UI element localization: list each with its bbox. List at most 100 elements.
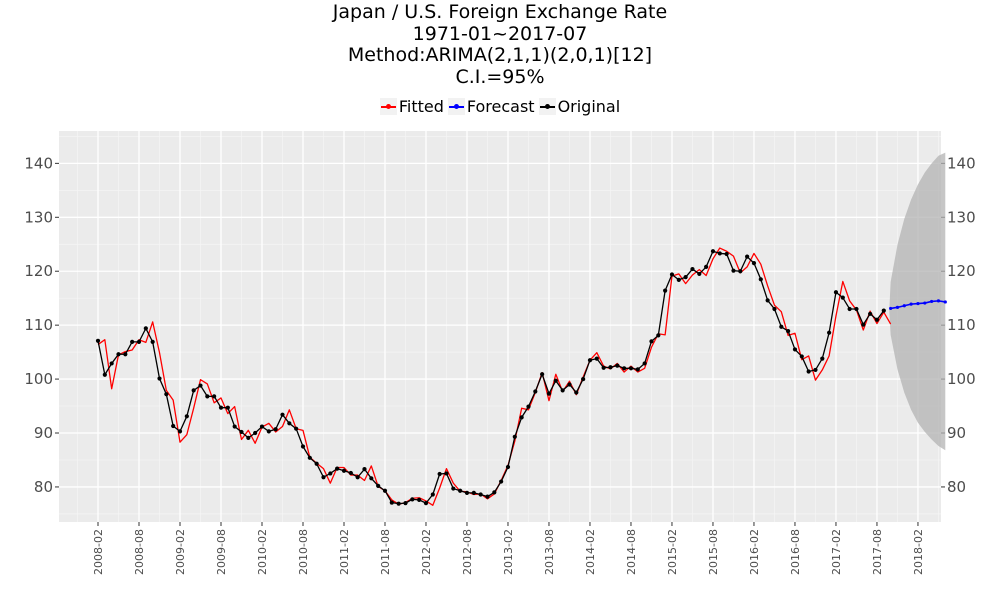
x-tick-label: 2014-08 — [625, 529, 638, 575]
original-point — [806, 369, 811, 374]
original-point — [628, 366, 634, 371]
original-point — [95, 338, 101, 343]
forecast-point — [889, 306, 893, 311]
legend-label-forecast: Forecast — [466, 97, 535, 116]
original-point — [143, 326, 148, 331]
original-point — [642, 361, 647, 366]
original-point — [683, 275, 688, 280]
forecast-point — [909, 302, 913, 306]
original-point — [868, 311, 873, 316]
original-point — [294, 426, 299, 431]
original-point — [663, 288, 668, 293]
original-point — [601, 365, 606, 370]
original-point — [369, 476, 374, 481]
original-point — [546, 391, 552, 396]
original-point — [355, 475, 360, 480]
original-point — [328, 471, 333, 476]
title-line-main: Japan / U.S. Foreign Exchange Rate — [332, 1, 668, 23]
original-point — [499, 479, 504, 484]
y-tick-label-left: 110 — [24, 316, 53, 334]
x-tick-label: 2016-08 — [789, 529, 802, 575]
original-point — [827, 330, 832, 335]
x-tick-label: 2015-08 — [707, 529, 720, 575]
original-point — [348, 470, 353, 476]
original-point — [444, 471, 449, 476]
original-point — [608, 365, 613, 370]
original-point — [239, 429, 244, 435]
original-point — [253, 430, 258, 436]
legend-item-original: Original — [538, 97, 620, 116]
original-point — [171, 423, 176, 429]
original-point — [184, 414, 189, 419]
x-tick-label: 2012-08 — [461, 529, 474, 575]
original-point — [758, 277, 763, 282]
original-point — [212, 394, 217, 399]
original-point — [690, 266, 695, 272]
original-point — [519, 415, 524, 420]
original-point — [874, 317, 880, 322]
original-point — [717, 251, 722, 256]
original-point — [471, 490, 476, 495]
original-point — [464, 490, 470, 495]
original-point — [710, 249, 716, 254]
original-point — [307, 455, 312, 460]
y-tick-label-right: 110 — [947, 316, 976, 334]
original-point — [458, 488, 463, 493]
y-tick-label-left: 100 — [24, 370, 53, 388]
original-point — [376, 483, 381, 488]
original-point — [150, 339, 155, 344]
y-tick-label-right: 120 — [947, 262, 976, 280]
original-point — [136, 339, 142, 344]
original-point — [615, 363, 620, 368]
x-tick-label: 2017-02 — [830, 529, 843, 575]
x-tick-label: 2015-02 — [666, 529, 679, 575]
original-point — [335, 466, 340, 471]
original-point — [382, 488, 388, 493]
original-point — [280, 412, 285, 417]
original-point — [225, 405, 230, 410]
original-point — [533, 389, 538, 394]
title-line-period: 1971-01~2017-07 — [412, 22, 588, 45]
x-tick-label: 2012-02 — [420, 529, 433, 575]
x-tick-label: 2011-02 — [338, 529, 351, 575]
original-point — [102, 372, 107, 377]
original-point — [751, 261, 757, 266]
original-point — [792, 347, 798, 352]
y-tick-label-right: 130 — [947, 208, 976, 226]
x-tick-label: 2010-02 — [256, 529, 269, 575]
original-point — [410, 497, 415, 502]
original-point — [765, 298, 770, 303]
original-point — [389, 500, 394, 505]
original-point — [820, 356, 825, 361]
legend-key-fitted — [379, 98, 397, 115]
x-tick-label: 2013-02 — [502, 529, 515, 575]
original-point — [157, 376, 162, 381]
forecast-point — [923, 301, 927, 305]
legend-item-forecast: Forecast — [447, 97, 535, 116]
original-point — [772, 306, 777, 312]
original-point — [341, 468, 347, 473]
legend-key-forecast — [447, 98, 465, 115]
forecast-point — [916, 301, 920, 306]
original-point — [273, 427, 278, 432]
forecast-point — [943, 300, 947, 304]
x-tick-label: 2008-08 — [133, 529, 146, 575]
original-point — [553, 378, 558, 383]
original-point — [198, 383, 203, 388]
x-tick-label: 2011-08 — [379, 529, 392, 575]
original-point — [123, 352, 128, 357]
y-tick-label-right: 100 — [947, 370, 976, 388]
original-point — [881, 308, 886, 313]
original-point — [492, 490, 497, 495]
original-point — [574, 390, 579, 395]
original-point — [779, 324, 784, 329]
original-point — [560, 388, 565, 393]
original-point — [321, 475, 326, 480]
original-point — [478, 492, 483, 497]
y-tick-label-left: 120 — [24, 262, 53, 280]
original-point — [854, 306, 859, 312]
original-point — [423, 501, 429, 506]
title-line-method: Method:ARIMA(2,1,1)(2,0,1)[12] — [347, 44, 653, 66]
x-tick-label: 2008-02 — [92, 529, 105, 575]
original-point — [861, 322, 866, 327]
